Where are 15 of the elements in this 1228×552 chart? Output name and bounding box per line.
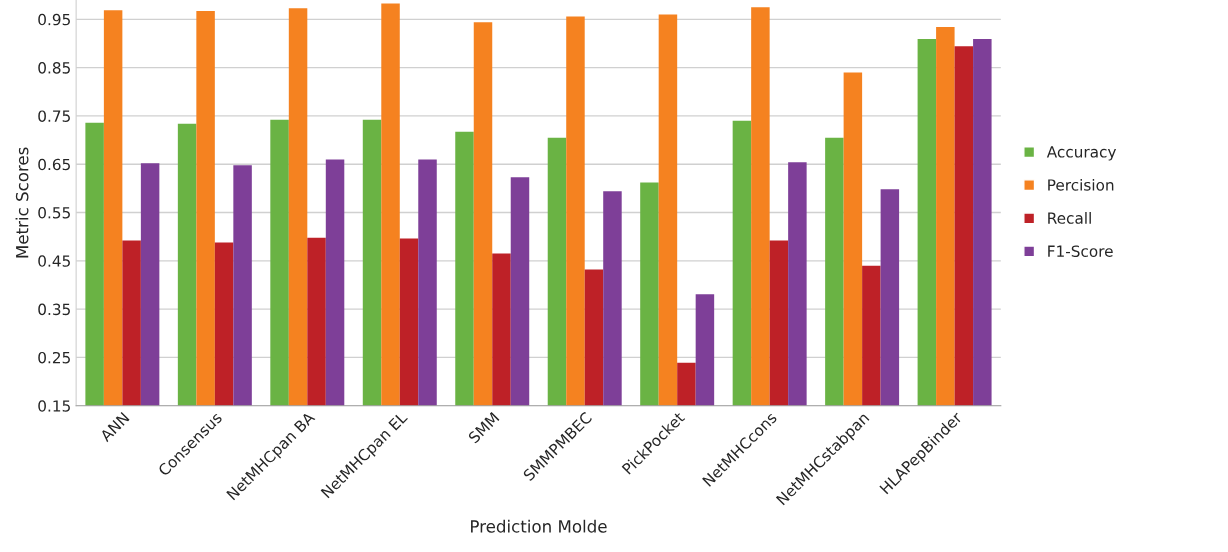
legend-label: Recall bbox=[1048, 212, 1091, 224]
y-tick-label: 0.75 bbox=[38, 110, 70, 122]
legend-label: F1-Score bbox=[1048, 245, 1113, 257]
y-tick-label: 0.95 bbox=[38, 13, 70, 26]
y-tick-label: 0.45 bbox=[38, 255, 70, 267]
legend-label: Percision bbox=[1048, 178, 1114, 191]
y-tick-label: 0.35 bbox=[38, 303, 70, 316]
y-tick-label: 0.85 bbox=[38, 62, 70, 74]
legend-label: Accuracy bbox=[1046, 146, 1117, 161]
x-axis-title: Prediction Molde bbox=[471, 519, 607, 533]
y-axis-title: Metric Scores bbox=[15, 147, 29, 258]
y-tick-label: 0.15 bbox=[38, 400, 70, 412]
y-tick-label: 0.55 bbox=[38, 206, 70, 219]
y-tick-label: 0.25 bbox=[38, 351, 70, 364]
y-tick-label: 0.65 bbox=[38, 158, 70, 171]
